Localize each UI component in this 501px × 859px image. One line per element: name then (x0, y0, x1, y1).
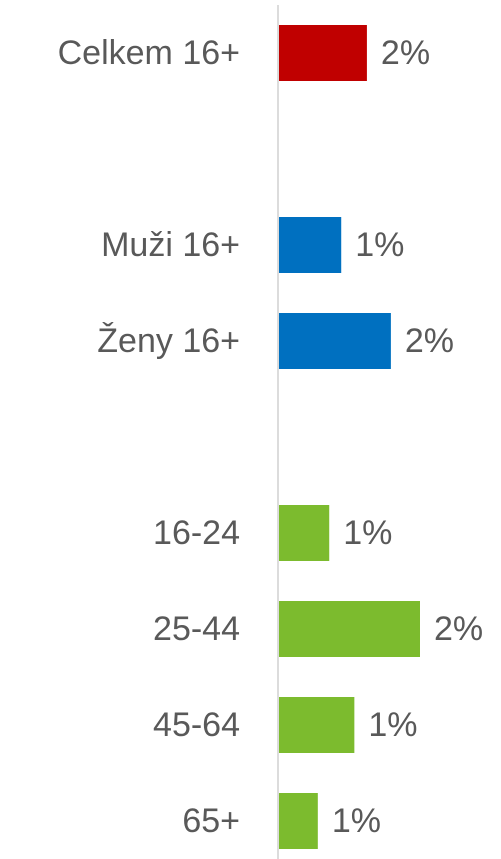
bar (279, 601, 420, 657)
category-label: Ženy 16+ (97, 322, 240, 360)
value-label: 2% (405, 322, 454, 360)
category-label: 16-24 (153, 514, 240, 552)
value-label: 1% (332, 802, 381, 840)
category-label: Celkem 16+ (58, 34, 240, 72)
value-label: 2% (381, 34, 430, 72)
bar (279, 217, 342, 273)
bar (279, 793, 318, 849)
value-label: 1% (355, 226, 404, 264)
category-label: 25-44 (153, 610, 240, 648)
bar (279, 697, 355, 753)
bar (279, 313, 391, 369)
value-label: 1% (343, 514, 392, 552)
category-label: Muži 16+ (101, 226, 240, 264)
bar (279, 25, 367, 81)
value-label: 2% (434, 610, 483, 648)
category-label: 65+ (182, 802, 240, 840)
value-label: 1% (368, 706, 417, 744)
category-label: 45-64 (153, 706, 240, 744)
bar (279, 505, 330, 561)
